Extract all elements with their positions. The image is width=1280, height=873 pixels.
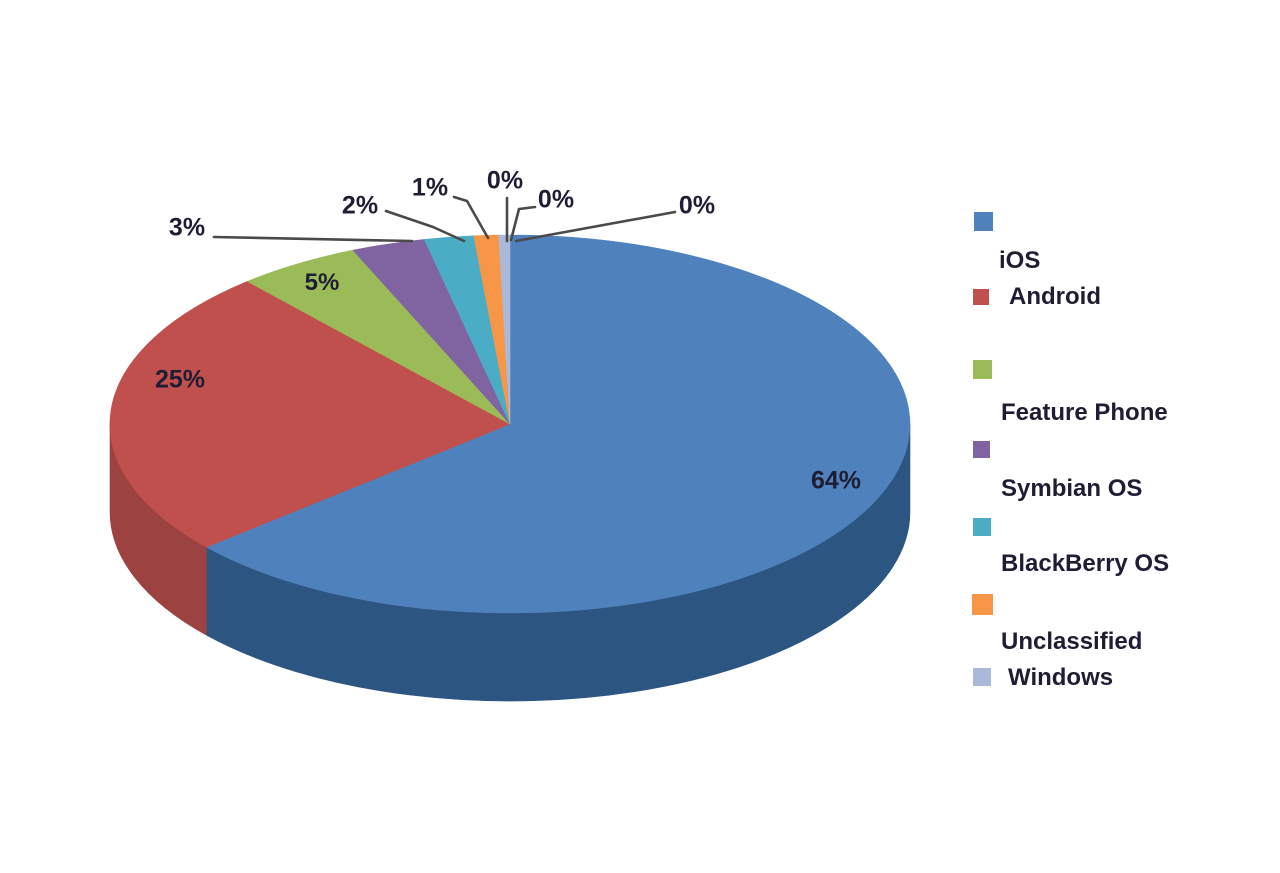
legend-swatch-symbian-os [973,441,990,458]
leader-line-3pct [212,235,414,243]
legend-label-blackberry-os: BlackBerry OS [1001,550,1170,577]
legend-swatch-blackberry-os [973,518,991,536]
leader-line-1pct [452,195,490,240]
pie-slice-ios [205,234,911,614]
leader-line-0pct-b [509,205,537,242]
callout-label-zero-1: 0% [486,166,524,195]
pie-slice-android [109,281,511,548]
legend-swatch-feature-phone [973,360,992,379]
legend-swatch-windows [973,668,991,686]
legend-label-ios: iOS [999,247,1041,274]
leader-line-2pct [384,209,466,243]
callout-label-zero-2: 0% [537,185,575,214]
legend-label-android: Android [1009,283,1101,310]
callout-label-unclassified: 1% [411,173,449,202]
pie-top-slices [109,234,911,614]
data-label-android: 25% [154,365,206,394]
legend-label-windows: Windows [1008,664,1114,691]
callout-label-zero-3: 0% [678,191,716,220]
data-label-feature-phone: 5% [304,269,340,296]
callout-label-symbian: 3% [168,213,206,242]
leader-line-0pct-c [514,210,677,243]
callout-leader-lines [212,195,677,243]
legend-label-unclassified: Unclassified [1001,628,1143,655]
legend-swatch-unclassified [972,594,993,615]
pie-slice-windows [498,234,511,425]
legend-swatch-ios [974,212,993,231]
data-label-ios: 64% [810,466,862,495]
legend-label-feature-phone: Feature Phone [1001,399,1168,426]
callout-label-blackberry: 2% [341,191,379,220]
legend-label-symbian-os: Symbian OS [1001,475,1143,502]
legend-swatch-android [973,289,989,305]
